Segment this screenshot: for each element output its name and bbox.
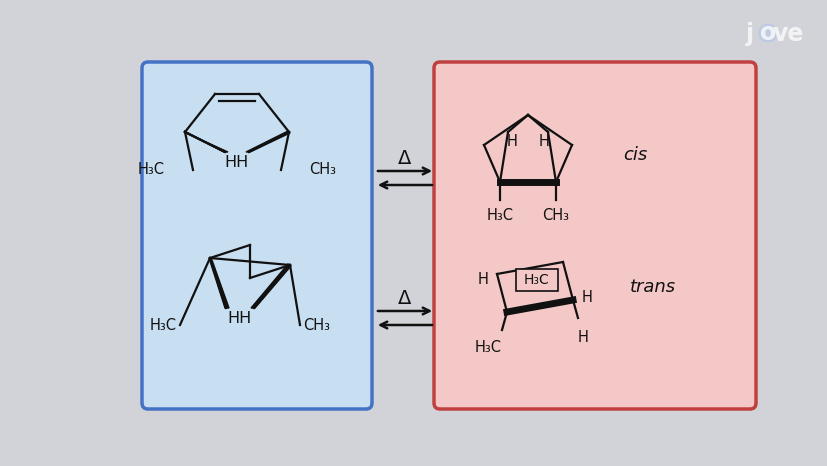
Text: H: H [577, 330, 588, 345]
Text: HH: HH [227, 311, 251, 326]
Text: cis: cis [622, 146, 647, 164]
Text: H: H [506, 135, 517, 150]
Polygon shape [184, 131, 227, 152]
Text: H₃C: H₃C [150, 317, 177, 333]
Text: Δ: Δ [398, 149, 411, 167]
Text: ve: ve [772, 22, 803, 46]
Text: H: H [581, 289, 592, 304]
Text: CH₃: CH₃ [542, 208, 569, 223]
Text: o: o [759, 21, 775, 45]
Text: j: j [745, 22, 753, 46]
Text: CH₃: CH₃ [303, 317, 330, 333]
Text: H₃C: H₃C [475, 340, 501, 355]
Text: trans: trans [629, 278, 676, 296]
Polygon shape [208, 258, 229, 308]
Text: H₃C: H₃C [523, 273, 549, 287]
Text: Δ: Δ [398, 288, 411, 308]
Text: H: H [477, 272, 488, 287]
Circle shape [758, 24, 776, 42]
Text: H: H [538, 135, 549, 150]
Text: H₃C: H₃C [486, 208, 513, 223]
Polygon shape [251, 264, 290, 308]
Text: H₃C: H₃C [138, 163, 165, 178]
Text: HH: HH [225, 155, 249, 170]
Polygon shape [246, 131, 289, 152]
FancyBboxPatch shape [433, 62, 755, 409]
FancyBboxPatch shape [141, 62, 371, 409]
Text: CH₃: CH₃ [308, 163, 336, 178]
FancyBboxPatch shape [515, 269, 557, 291]
